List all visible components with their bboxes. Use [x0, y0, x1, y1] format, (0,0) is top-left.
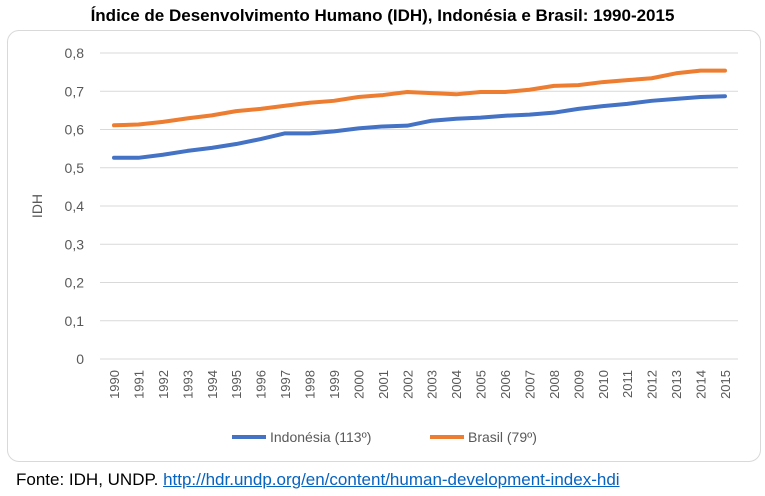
x-tick-label: 2009 [571, 370, 586, 399]
y-tick-label: 0,1 [65, 313, 85, 329]
y-axis-label: IDH [29, 194, 45, 218]
x-tick-label: 2011 [620, 370, 635, 398]
source-note: Fonte: IDH, UNDP. http://hdr.undp.org/en… [16, 470, 620, 490]
legend-label: Brasil (79º) [468, 429, 537, 445]
x-tick-label: 1994 [205, 370, 220, 399]
chart-plot: 0 0,1 0,2 0,3 0,4 0,5 0,6 0,7 0,8 IDH 1990 1991 1992… [29, 45, 738, 445]
x-tick-label: 2006 [498, 370, 513, 399]
chart-frame [7, 30, 761, 462]
x-tick-label: 2002 [400, 370, 415, 399]
y-tick-label: 0,6 [65, 122, 85, 138]
y-tick-label: 0,7 [65, 83, 85, 99]
x-tick-label: 1998 [303, 370, 318, 399]
x-tick-label: 1995 [229, 370, 244, 399]
x-tick-label: 2007 [522, 370, 537, 399]
x-tick-label: 2010 [596, 370, 611, 399]
y-tick-label: 0,4 [65, 198, 85, 214]
x-tick-label: 1991 [131, 370, 146, 399]
source-link[interactable]: http://hdr.undp.org/en/content/human-dev… [163, 470, 620, 489]
x-tick-label: 2000 [351, 370, 366, 399]
series-line-indonesia [112, 94, 727, 160]
y-tick-label: 0,5 [65, 160, 85, 176]
chart-title: Índice de Desenvolvimento Humano (IDH), … [90, 6, 675, 25]
x-tick-label: 2012 [645, 370, 660, 399]
x-tick-label: 2003 [425, 370, 440, 399]
y-tick-label: 0,3 [65, 236, 85, 252]
x-tick-label: 1993 [180, 370, 195, 399]
series-line-brasil [112, 68, 727, 128]
x-tick-label: 1990 [107, 370, 122, 399]
source-text: Fonte: IDH, UNDP. [16, 470, 164, 489]
x-tick-label: 2001 [376, 370, 391, 399]
x-tick-label: 2014 [694, 370, 709, 399]
x-tick-label: 1996 [254, 370, 269, 399]
x-tick-label: 2015 [718, 370, 733, 399]
y-tick-label: 0,8 [65, 45, 85, 61]
y-tick-label: 0 [76, 351, 84, 367]
x-tick-label: 1999 [327, 370, 342, 399]
x-tick-label: 2005 [474, 370, 489, 399]
x-tick-label: 1992 [156, 370, 171, 399]
y-tick-label: 0,2 [65, 275, 85, 291]
x-tick-label: 1997 [278, 370, 293, 399]
x-tick-label: 2013 [669, 370, 684, 399]
x-tick-label: 2004 [449, 370, 464, 399]
x-tick-label: 2008 [547, 370, 562, 399]
legend-label: Indonésia (113º) [270, 429, 371, 445]
